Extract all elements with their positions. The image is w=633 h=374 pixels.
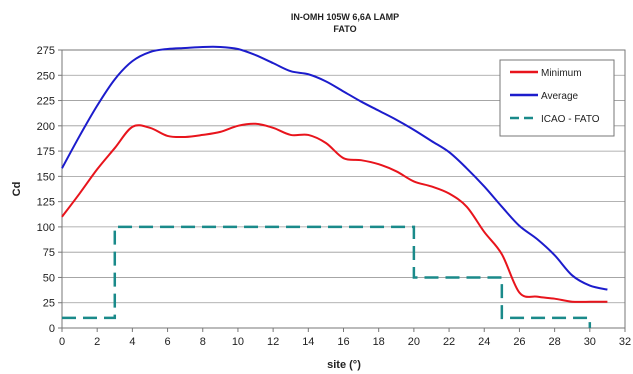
x-tick-labels: 0 2 4 6 8 10 12 14 16 18 20 22 24 26 28 30 32 <box>59 336 631 348</box>
y-tick-label: 175 <box>37 146 55 158</box>
series-line-minimum <box>61 122 608 303</box>
legend-label-minimum: Minimum <box>541 68 582 79</box>
legend-label-average: Average <box>541 91 579 102</box>
x-tick-label: 30 <box>584 336 596 348</box>
y-axis-label: Cd <box>11 182 23 197</box>
y-tick-label: 250 <box>37 70 55 82</box>
chart-title: IN-OMH 105W 6,6A LAMP <box>291 12 399 22</box>
x-tick-label: 14 <box>302 336 314 348</box>
y-tick-label: 100 <box>37 222 55 234</box>
x-tick-label: 6 <box>165 336 171 348</box>
y-tick-label: 125 <box>37 197 55 209</box>
x-tick-label: 10 <box>232 336 244 348</box>
x-tick-label: 12 <box>267 336 279 348</box>
x-axis-label: site (°) <box>327 359 361 371</box>
x-tick-label: 4 <box>129 336 135 348</box>
y-tick-labels: 0 25 50 75 100 125 150 175 200 225 250 275 <box>37 45 55 335</box>
x-tick-label: 0 <box>59 336 65 348</box>
x-tick-label: 18 <box>373 336 385 348</box>
x-tick-label: 26 <box>513 336 525 348</box>
y-tick-label: 225 <box>37 96 55 108</box>
y-tick-label: 25 <box>43 298 55 310</box>
x-tick-label: 28 <box>549 336 561 348</box>
y-tick-label: 50 <box>43 272 55 284</box>
y-tick-label: 200 <box>37 121 55 133</box>
series-line-average <box>61 45 608 291</box>
x-tick-label: 8 <box>200 336 206 348</box>
plot-area-frame <box>61 49 626 329</box>
y-tick-label: 275 <box>37 45 55 57</box>
x-tick-label: 32 <box>619 336 631 348</box>
x-tick-label: 22 <box>443 336 455 348</box>
x-tick-label: 20 <box>408 336 420 348</box>
series-lines <box>61 45 608 328</box>
series-line-icao-fato <box>62 225 592 328</box>
legend-label-icao-fato: ICAO - FATO <box>541 114 600 125</box>
x-tick-label: 2 <box>94 336 100 348</box>
x-tick-label: 24 <box>478 336 490 348</box>
x-tick-label: 16 <box>337 336 349 348</box>
y-tick-label: 150 <box>37 171 55 183</box>
y-tick-label: 0 <box>49 323 55 335</box>
chart-subtitle: FATO <box>333 24 356 34</box>
legend: Minimum Average ICAO - FATO <box>499 59 615 137</box>
y-tick-label: 75 <box>43 247 55 259</box>
